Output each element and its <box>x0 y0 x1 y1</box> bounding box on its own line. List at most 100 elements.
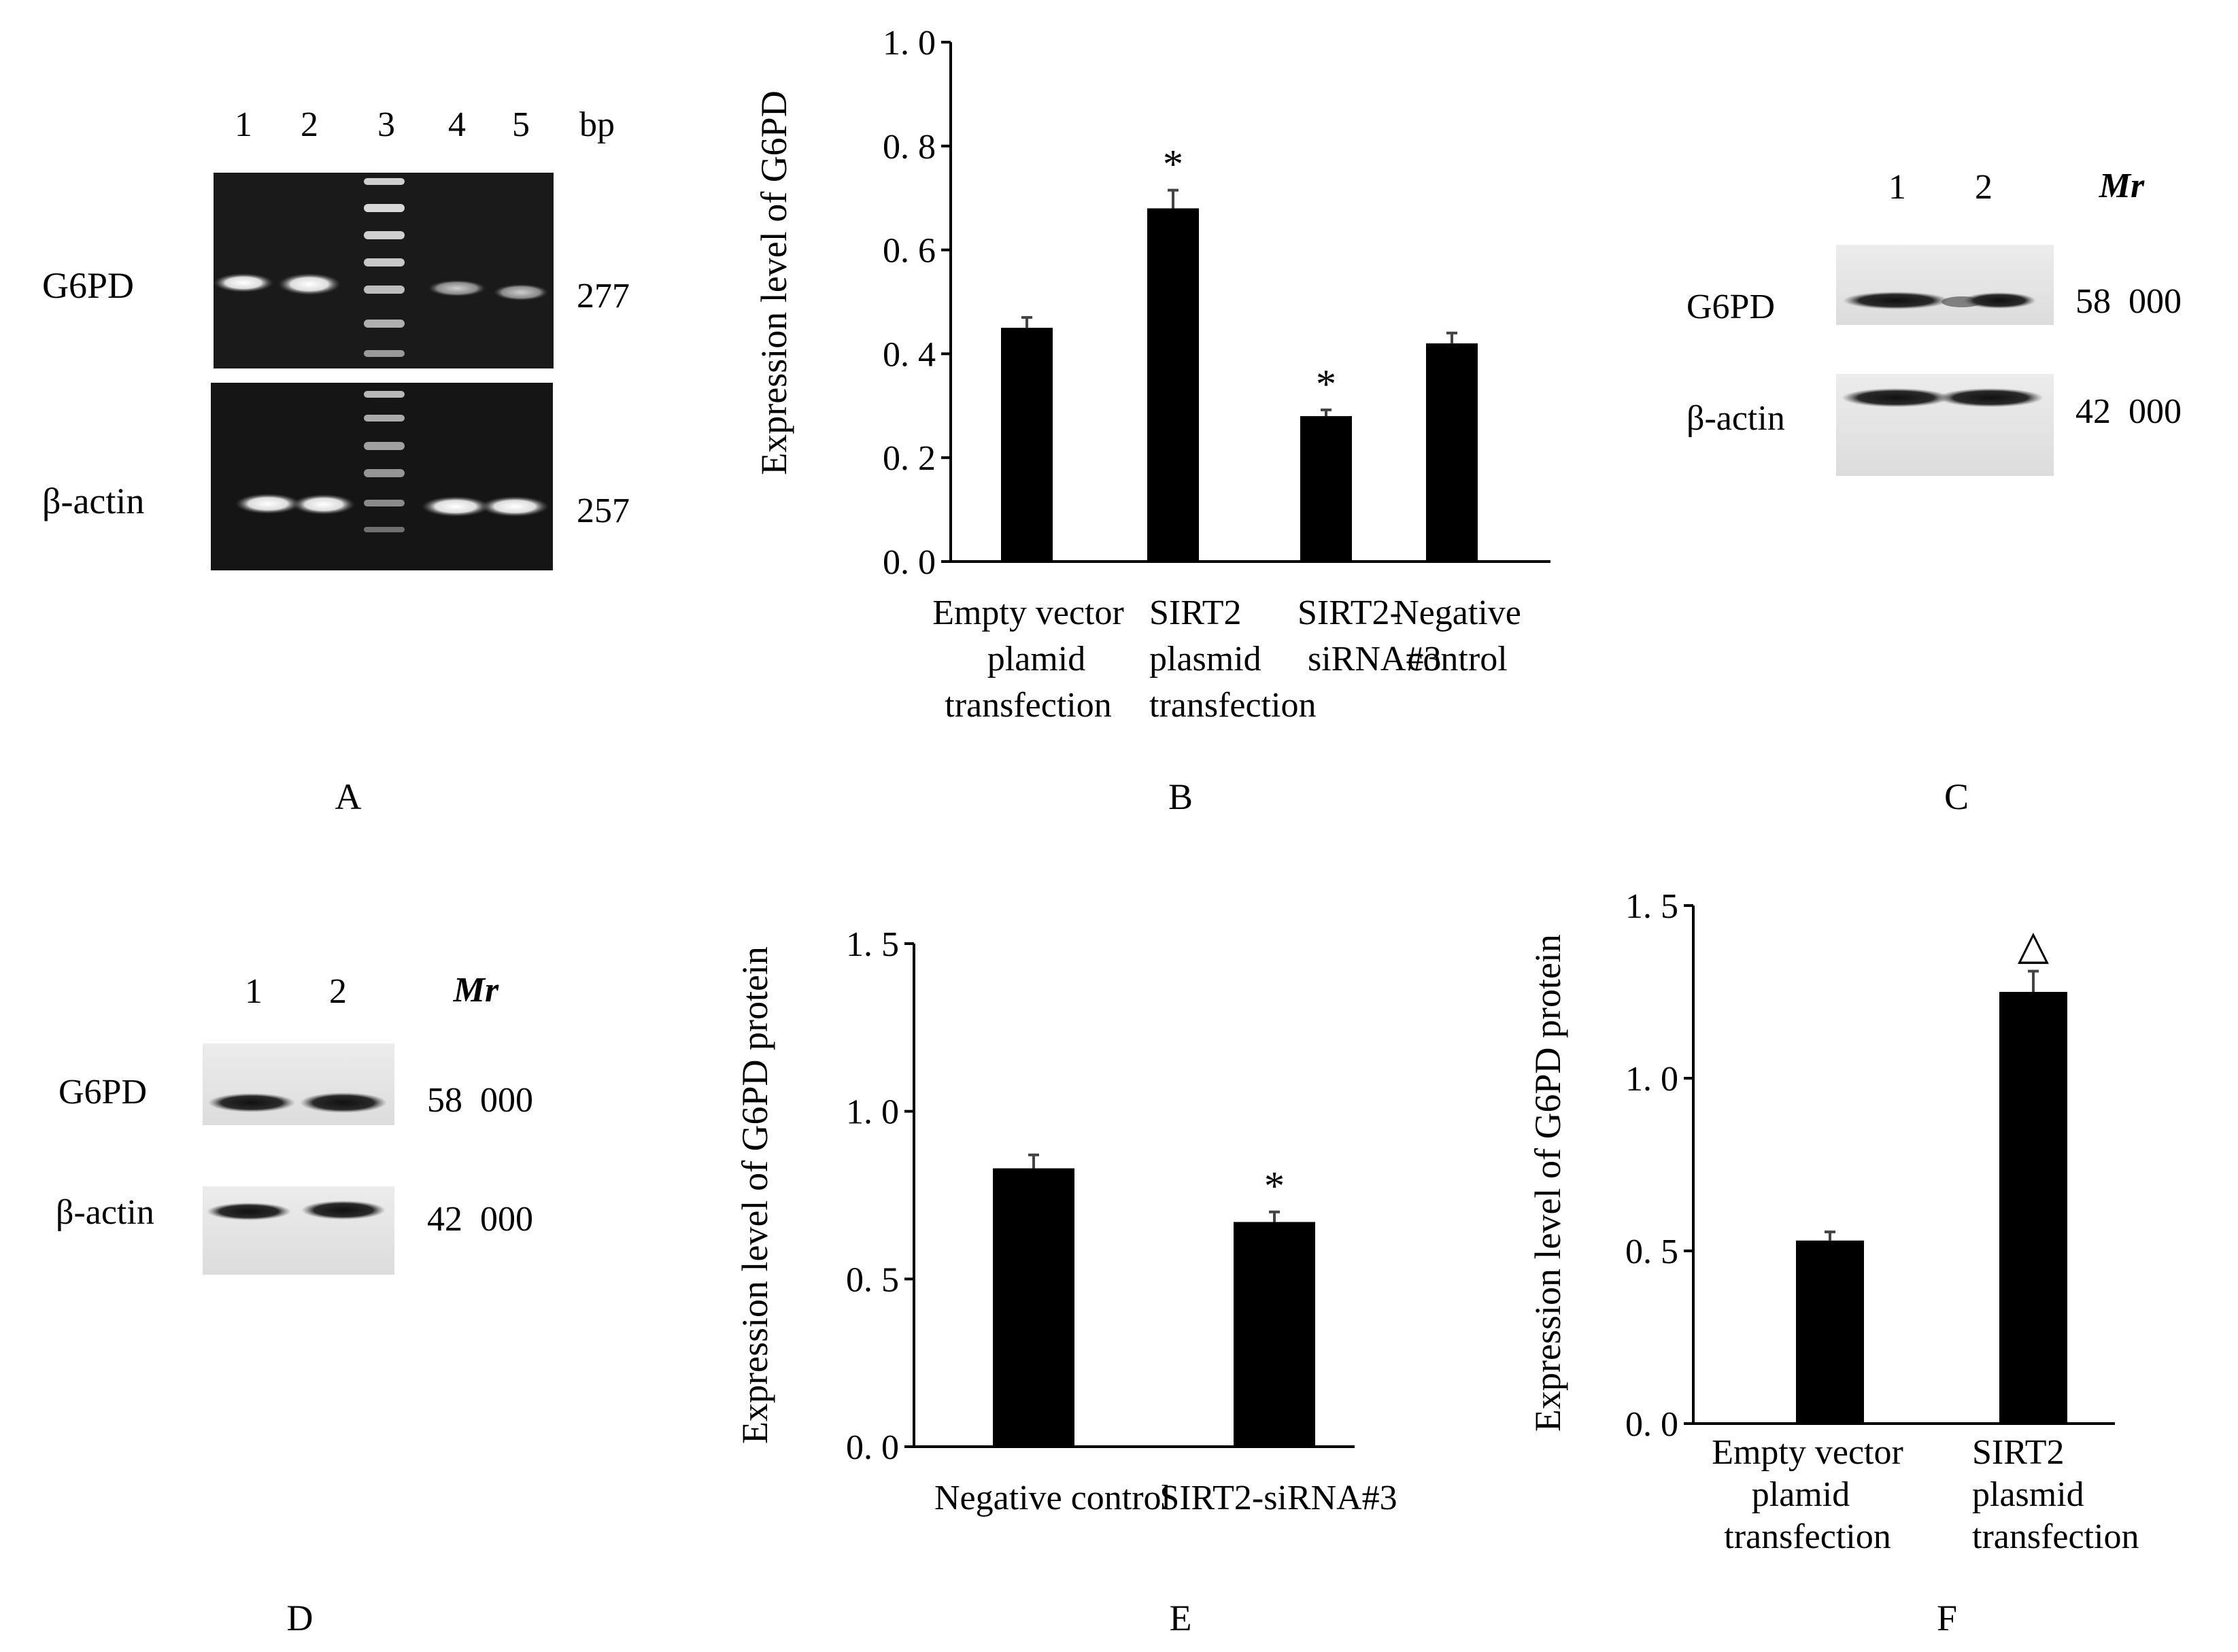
chart-b-category-label-2: plasmid <box>1149 640 1261 678</box>
chart-b-category-label-1: plamid <box>987 640 1085 678</box>
chart-e-y-tick-label: 0. 0 <box>846 1428 899 1467</box>
gel-band-actin-lane2 <box>292 494 355 515</box>
gel-band-g6pd-lane5 <box>494 284 548 300</box>
gel-band-g6pd-lane1 <box>214 273 273 292</box>
panel-a-row-label-g6pd: G6PD <box>42 265 134 306</box>
gel-band-g6pd-lane4 <box>428 280 486 296</box>
blot-c-upper <box>1836 245 2054 325</box>
chart-e-y-tick-label: 0. 5 <box>846 1260 899 1299</box>
chart-b-bar-1 <box>1001 328 1053 562</box>
chart-f-category-label-2: transfection <box>1972 1517 2139 1556</box>
chart-f-bar-1 <box>1796 1240 1864 1424</box>
blot-d-band-actin-1 <box>207 1203 291 1220</box>
chart-f-bar-2 <box>1999 992 2067 1424</box>
chart-b-category-label-1: transfection <box>945 686 1111 725</box>
chart-e-category-label-2: SIRT2-siRNA#3 <box>1159 1479 1397 1517</box>
chart-f-category-label-1: Empty vector <box>1712 1433 1903 1472</box>
blot-c-band-actin-1 <box>1842 388 1950 407</box>
panel-a-row-label-actin: β-actin <box>42 481 144 521</box>
panel-letter-f: F <box>1937 1598 1957 1638</box>
panel-letter-e: E <box>1170 1598 1192 1638</box>
chart-b-y-tick-label: 0. 0 <box>883 543 936 582</box>
chart-e-y-tick-label: 1. 5 <box>846 925 899 964</box>
panel-letter-d: D <box>287 1598 313 1638</box>
blot-d-band-g6pd-1 <box>208 1093 295 1112</box>
chart-b-y-label: Expression level of G6PD <box>753 90 794 475</box>
gel-ladder <box>364 178 405 532</box>
chart-b-category-label-2: transfection <box>1149 686 1316 725</box>
chart-b-y-tick-label: 0. 4 <box>883 335 936 374</box>
chart-f-category-label-2: SIRT2 <box>1972 1433 2065 1472</box>
blot-d-band-actin-2 <box>301 1201 386 1220</box>
panel-a-gel: 1 2 3 4 5 bp G6PD β-actin 277 257 <box>42 105 630 570</box>
panel-c-lane-1: 1 <box>1888 168 1906 207</box>
chart-f-y-tick-label: 0. 0 <box>1625 1405 1678 1444</box>
chart-f: 0. 0 0. 5 1. 0 1. 5 Expression level of G6PD… <box>1527 887 2139 1556</box>
chart-b-bar-4 <box>1426 343 1478 562</box>
chart-b-category-label-3: SIRT2- <box>1298 593 1402 632</box>
panel-a-lane-5: 5 <box>512 105 530 144</box>
blot-d-lower <box>203 1186 394 1275</box>
blot-c-band-actin-2 <box>1937 388 2044 407</box>
chart-b-significance-2: * <box>1163 142 1183 187</box>
panel-a-lane-1: 1 <box>235 105 252 144</box>
panel-c-size-header: Mr <box>2099 167 2145 205</box>
gel-band-actin-lane4 <box>422 496 490 517</box>
panel-a-size-257: 257 <box>577 492 630 530</box>
chart-e-significance-2: * <box>1264 1164 1285 1209</box>
panel-d-lane-2: 2 <box>329 972 347 1011</box>
blot-d-band-g6pd-2 <box>300 1092 387 1113</box>
gel-band-actin-lane1 <box>235 494 301 514</box>
chart-b-category-label-3: siRNA#3 <box>1308 640 1441 678</box>
chart-b-y-tick-label: 1. 0 <box>883 24 936 63</box>
panel-a-lane-2: 2 <box>301 105 318 144</box>
chart-f-y-label: Expression level of G6PD protein <box>1527 934 1568 1432</box>
chart-b-category-label-4: control <box>1407 640 1507 678</box>
blot-d-upper <box>203 1044 394 1125</box>
panel-d-size-58000: 58 000 <box>427 1081 533 1120</box>
chart-b-bar-2 <box>1147 208 1199 562</box>
gel-band-actin-lane5 <box>481 496 549 517</box>
chart-f-y-tick-label: 1. 5 <box>1625 887 1678 926</box>
panel-d-blot: 1 2 Mr G6PD β-actin 58 000 42 000 <box>56 971 533 1275</box>
panel-a-size-277: 277 <box>577 277 630 315</box>
blot-c-band-g6pd-1 <box>1843 292 1949 309</box>
chart-b-y-tick-label: 0. 2 <box>883 439 936 478</box>
panel-d-row-label-actin: β-actin <box>56 1193 154 1232</box>
panel-c-size-42000: 42 000 <box>2075 392 2182 431</box>
panel-a-size-header: bp <box>579 105 615 144</box>
panel-d-lane-1: 1 <box>245 972 262 1011</box>
chart-b-y-tick-label: 0. 6 <box>883 232 936 271</box>
chart-b-y-tick-label: 0. 8 <box>883 128 936 167</box>
panel-a-lane-3: 3 <box>377 105 395 144</box>
panel-letter-a: A <box>335 776 362 817</box>
chart-f-y-tick-label: 1. 0 <box>1625 1060 1678 1099</box>
blot-c-lower <box>1836 374 2054 476</box>
gel-upper <box>214 173 554 368</box>
panel-c-lane-2: 2 <box>1975 168 1993 207</box>
gel-band-g6pd-lane2 <box>278 273 341 295</box>
chart-e-y-label: Expression level of G6PD protein <box>734 946 775 1444</box>
panel-a-lane-4: 4 <box>448 105 466 144</box>
panel-d-size-42000: 42 000 <box>427 1200 533 1239</box>
panel-c-row-label-actin: β-actin <box>1686 399 1785 438</box>
chart-b: 0. 0 0. 2 0. 4 0. 6 0. 8 1. 0 Expression level… <box>753 24 1550 725</box>
chart-b-category-label-1: Empty vector <box>932 593 1124 632</box>
blot-c-band-g6pd-2b <box>1963 292 2036 309</box>
chart-b-significance-3: * <box>1316 362 1336 407</box>
chart-f-y-tick-label: 0. 5 <box>1625 1233 1678 1271</box>
chart-f-category-label-1: transfection <box>1724 1517 1891 1556</box>
chart-f-category-label-1: plamid <box>1752 1475 1850 1514</box>
chart-e-bar-1 <box>993 1168 1074 1447</box>
panel-c-blot: 1 2 Mr G6PD β-actin 58 000 42 000 <box>1686 167 2182 476</box>
chart-b-bar-3 <box>1300 416 1352 562</box>
chart-e: 0. 0 0. 5 1. 0 1. 5 Expression level of G6PD… <box>734 925 1397 1517</box>
chart-f-category-label-2: plasmid <box>1972 1475 2084 1514</box>
panel-c-row-label-g6pd: G6PD <box>1686 288 1775 326</box>
chart-b-category-label-4: Negative <box>1393 593 1521 632</box>
panel-d-row-label-g6pd: G6PD <box>58 1073 147 1112</box>
panel-c-size-58000: 58 000 <box>2075 282 2182 321</box>
panel-letter-c: C <box>1944 776 1969 817</box>
